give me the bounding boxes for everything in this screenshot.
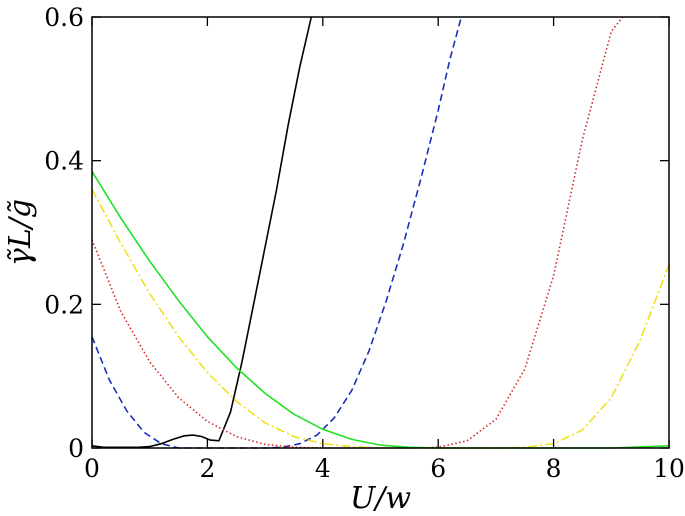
plot-frame <box>91 16 670 449</box>
tick-labels: 0 2 4 6 8 10 0 0.2 0.4 0.6 <box>44 3 685 483</box>
y-tick-label: 0 <box>68 434 84 463</box>
y-axis-title: γ̃L/g̃ <box>3 199 38 266</box>
x-tick-label: 10 <box>653 454 685 483</box>
x-tick-label: 6 <box>430 454 446 483</box>
series-line-3 <box>91 16 624 449</box>
series-line-1 <box>91 16 313 449</box>
ticks-layer <box>91 16 670 449</box>
series-line-2 <box>91 16 463 449</box>
series-line-5 <box>91 170 670 449</box>
x-tick-label: 8 <box>546 454 562 483</box>
x-axis-title: U/w <box>350 481 411 516</box>
y-tick-label: 0.6 <box>44 3 84 32</box>
x-tick-label: 0 <box>84 454 100 483</box>
y-tick-label: 0.4 <box>44 147 84 176</box>
x-tick-label: 2 <box>199 454 215 483</box>
series-layer <box>91 16 670 449</box>
x-tick-label: 4 <box>315 454 331 483</box>
y-tick-label: 0.2 <box>44 290 84 319</box>
